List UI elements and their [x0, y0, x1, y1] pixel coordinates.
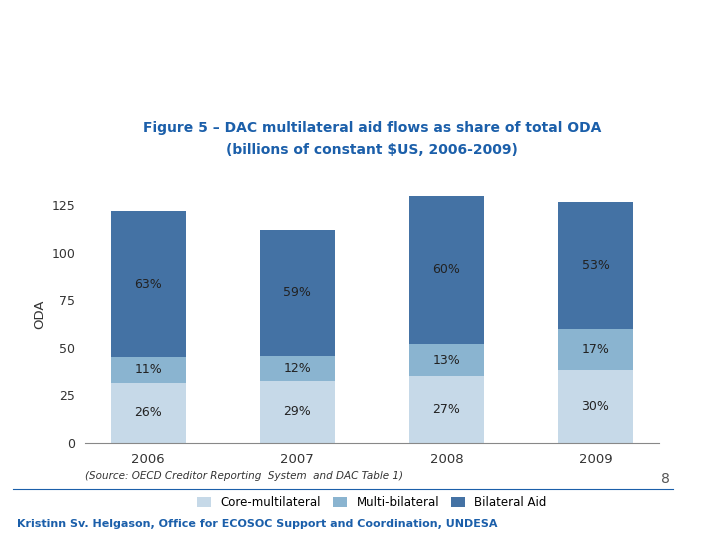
Text: Affairs: Affairs [696, 355, 705, 386]
Bar [409, 376, 484, 443]
Text: 59%: 59% [284, 286, 311, 299]
Text: 60%: 60% [433, 264, 460, 276]
Bar [111, 357, 186, 382]
Bar [260, 230, 335, 355]
Bar [409, 344, 484, 376]
Text: Kristinn Sv. Helgason, Office for ECOSOC Support and Coordination, UNDESA: Kristinn Sv. Helgason, Office for ECOSOC… [17, 519, 497, 529]
Text: 13%: 13% [433, 354, 460, 367]
Bar [260, 381, 335, 443]
Text: (billions of constant $US, 2006-2009): (billions of constant $US, 2006-2009) [226, 143, 518, 157]
Text: Figure 5 – DAC multilateral aid flows as share of total ODA: Figure 5 – DAC multilateral aid flows as… [143, 121, 601, 135]
Text: Contributions: Contributions [115, 45, 287, 65]
Text: 53%: 53% [582, 259, 609, 272]
Text: (a): (a) [54, 45, 85, 64]
Text: 30%: 30% [582, 400, 609, 413]
Legend: Core-multilateral, Multi-bilateral, Bilateral Aid: Core-multilateral, Multi-bilateral, Bila… [192, 491, 552, 514]
Text: 12%: 12% [284, 362, 311, 375]
Bar [409, 196, 484, 344]
Text: Economic &: Economic & [603, 14, 665, 24]
Bar [111, 382, 186, 443]
Text: Social: Social [696, 205, 705, 234]
Text: 29%: 29% [284, 406, 311, 419]
Text: 17%: 17% [582, 343, 609, 356]
Bar [558, 329, 633, 370]
Bar [558, 201, 633, 329]
Y-axis label: ODA: ODA [33, 300, 46, 329]
Text: 27%: 27% [433, 403, 460, 416]
Text: 11%: 11% [135, 363, 162, 376]
Bar [260, 355, 335, 381]
Text: 8: 8 [661, 472, 670, 486]
Text: 26%: 26% [135, 406, 162, 419]
Bar [558, 370, 633, 443]
Bar [111, 211, 186, 357]
Text: (Source: OECD Creditor Reporting  System  and DAC Table 1): (Source: OECD Creditor Reporting System … [85, 470, 403, 481]
Text: 63%: 63% [135, 278, 162, 291]
